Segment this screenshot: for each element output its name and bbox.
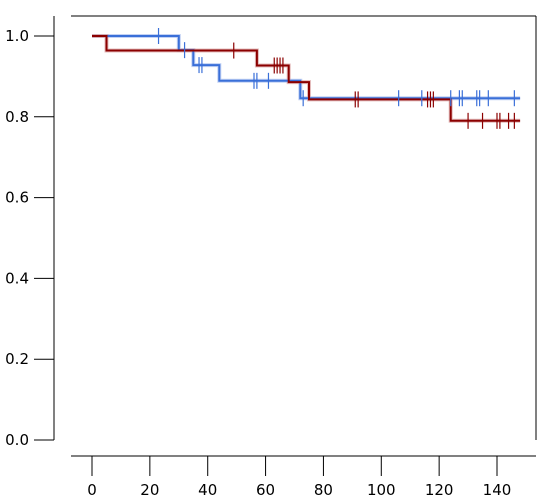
x-tick-label: 80 <box>314 481 333 499</box>
y-tick-label: 0.2 <box>5 350 29 368</box>
y-tick-label: 1.0 <box>5 27 29 45</box>
series-2-band <box>92 34 521 123</box>
y-tick-label: 0.0 <box>5 431 29 449</box>
y-axis: 0.0 0.2 0.4 0.6 0.8 1.0 <box>5 27 54 449</box>
series-1-band <box>92 34 521 101</box>
y-tick-label: 0.6 <box>5 189 29 207</box>
y-tick-label: 0.4 <box>5 269 29 287</box>
x-tick-label: 140 <box>483 481 512 499</box>
confidence-bands <box>92 34 521 123</box>
x-tick-label: 20 <box>140 481 159 499</box>
x-tick-label: 120 <box>425 481 454 499</box>
censor-marks <box>157 28 515 129</box>
x-tick-label: 40 <box>198 481 217 499</box>
y-tick-label: 0.8 <box>5 108 29 126</box>
x-axis: 0 20 40 60 80 100 120 140 <box>87 456 511 499</box>
x-tick-label: 0 <box>87 481 97 499</box>
series-1-line <box>92 35 521 100</box>
x-tick-label: 100 <box>367 481 396 499</box>
axes-frame <box>53 15 537 457</box>
x-tick-label: 60 <box>256 481 275 499</box>
